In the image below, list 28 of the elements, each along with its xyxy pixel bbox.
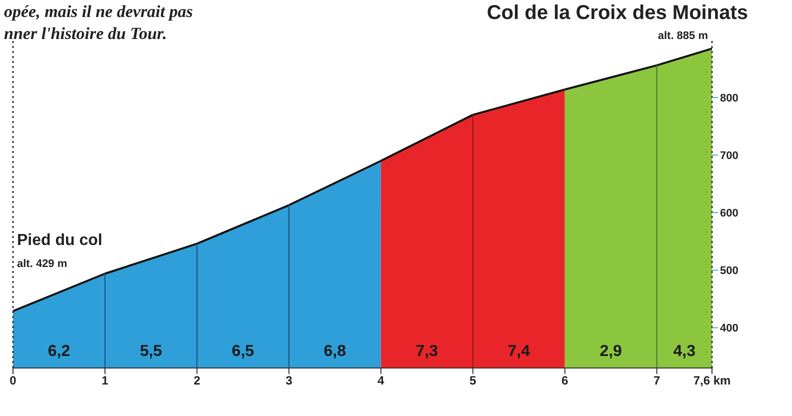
series-label: 6,8 — [324, 343, 346, 360]
y-tick-label: 400 — [720, 322, 738, 335]
annotation: Pied du col — [17, 232, 102, 250]
x-tick-label: 5 — [470, 374, 477, 388]
annotation: nner l'histoire du Tour. — [4, 24, 167, 44]
x-tick-label: 4 — [378, 374, 385, 388]
x-tick-label: 7 — [653, 374, 660, 388]
y-tick-label: 600 — [720, 208, 738, 220]
x-tick-label: 0 — [10, 374, 17, 388]
series-label: 2,9 — [600, 343, 622, 360]
series-label: 6,2 — [48, 343, 70, 360]
series-label: 4,3 — [673, 343, 696, 360]
x-tick-label: 2 — [194, 374, 201, 388]
series-label: 5,5 — [140, 343, 162, 360]
x-tick-label: 7,6 km — [693, 374, 731, 388]
annotation: alt. 429 m — [17, 258, 68, 270]
x-tick-label: 6 — [562, 374, 568, 388]
x-tick-label: 1 — [102, 374, 109, 388]
x-tick-label: 3 — [286, 374, 293, 388]
y-tick-label: 700 — [720, 150, 738, 162]
y-tick-label: 500 — [720, 265, 738, 278]
text: opée, mais il ne devrait pas — [4, 2, 193, 22]
annotation: alt. 885 m — [658, 30, 708, 42]
y-tick-label: 800 — [720, 92, 738, 104]
series-label: 6,5 — [232, 343, 254, 360]
series-label: 7,3 — [416, 343, 438, 360]
chart-title: Col de la Croix des Moinats — [486, 2, 748, 25]
series-label: 7,4 — [508, 343, 530, 360]
